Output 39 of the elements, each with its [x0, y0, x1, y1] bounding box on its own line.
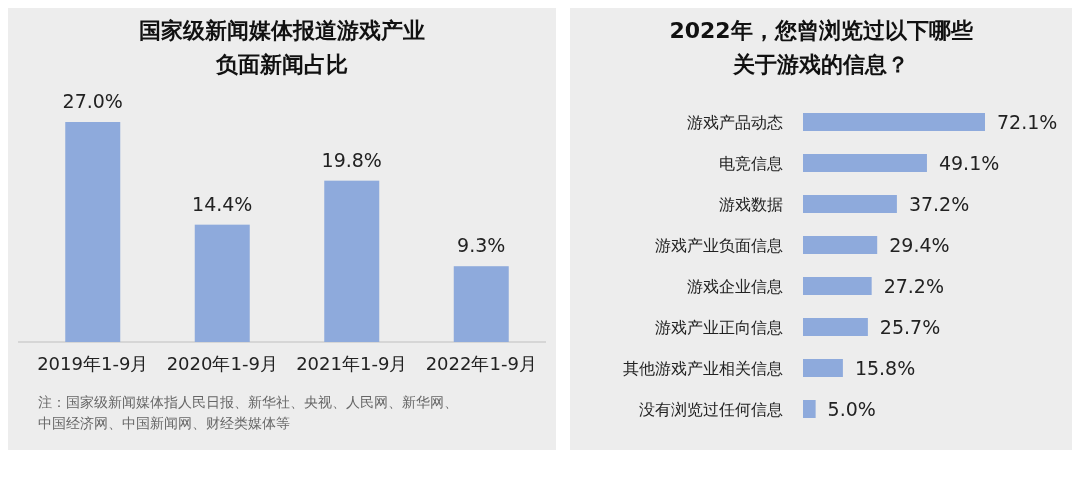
- x-tick-label: 2020年1-9月: [166, 353, 278, 374]
- chart-title: 国家级新闻媒体报道游戏产业负面新闻占比: [139, 18, 425, 77]
- data-label: 5.0%: [827, 398, 876, 420]
- data-label: 14.4%: [192, 192, 253, 215]
- data-label: 19.8%: [321, 148, 382, 171]
- data-label: 49.1%: [938, 152, 1000, 174]
- bar: [803, 195, 897, 213]
- bar: [803, 154, 927, 172]
- y-tick-label: 没有浏览过任何信息: [639, 400, 783, 419]
- y-tick-label: 游戏产业负面信息: [655, 236, 783, 255]
- bar: [803, 400, 816, 418]
- data-label: 37.2%: [908, 193, 970, 215]
- chart-title: 2022年，您曾浏览过以下哪些关于游戏的信息？: [669, 18, 973, 77]
- bar: [324, 180, 380, 342]
- data-label: 25.7%: [879, 316, 941, 338]
- data-label: 27.0%: [62, 90, 123, 112]
- bar: [803, 318, 868, 336]
- text: 注：国家级新闻媒体指人民日报、新华社、央视、人民网、新华网、中国经济网、中国新闻网、财经类媒体等: [38, 394, 458, 431]
- bar: [453, 266, 509, 342]
- bar: [803, 113, 985, 131]
- x-tick-label: 2019年1-9月: [37, 353, 149, 374]
- bar: [803, 359, 843, 377]
- bar: [803, 277, 872, 295]
- x-tick-label: 2022年1-9月: [425, 353, 537, 374]
- y-tick-label: 游戏企业信息: [687, 277, 783, 296]
- data-label: 9.3%: [457, 234, 506, 257]
- y-tick-label: 其他游戏产业相关信息: [623, 359, 783, 378]
- bar: [65, 122, 121, 342]
- bar: [194, 224, 250, 342]
- x-tick-label: 2021年1-9月: [296, 353, 408, 374]
- data-label: 29.4%: [889, 234, 950, 256]
- y-tick-label: 游戏产业正向信息: [655, 318, 783, 337]
- y-tick-label: 游戏产品动态: [687, 113, 783, 132]
- y-tick-label: 电竞信息: [719, 154, 783, 173]
- data-label: 15.8%: [854, 357, 916, 379]
- data-label: 72.1%: [997, 111, 1058, 133]
- bar: [803, 236, 878, 254]
- data-label: 27.2%: [883, 275, 945, 297]
- y-tick-label: 游戏数据: [719, 195, 783, 214]
